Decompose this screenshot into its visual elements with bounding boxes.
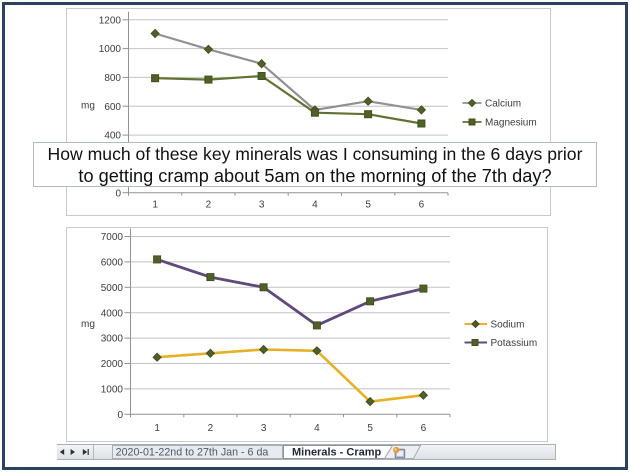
svg-text:0: 0 — [117, 410, 123, 421]
svg-text:0: 0 — [115, 188, 121, 199]
svg-text:5000: 5000 — [101, 283, 124, 294]
svg-text:3000: 3000 — [101, 334, 124, 345]
svg-text:2020-01-22nd to 27th Jan - 6 d: 2020-01-22nd to 27th Jan - 6 da — [116, 447, 269, 459]
svg-text:5: 5 — [365, 200, 371, 211]
svg-text:6: 6 — [419, 200, 425, 211]
svg-text:Sodium: Sodium — [491, 320, 525, 331]
svg-text:3: 3 — [259, 200, 265, 211]
svg-text:4000: 4000 — [101, 308, 124, 319]
svg-text:3: 3 — [261, 423, 267, 434]
svg-text:2: 2 — [208, 423, 214, 434]
svg-text:mg: mg — [81, 101, 95, 112]
svg-text:400: 400 — [104, 131, 121, 142]
svg-text:1: 1 — [152, 200, 158, 211]
svg-text:4: 4 — [312, 200, 318, 211]
svg-text:Magnesium: Magnesium — [485, 118, 537, 129]
svg-text:mg: mg — [81, 319, 95, 330]
svg-text:Potassium: Potassium — [491, 338, 538, 349]
svg-text:800: 800 — [104, 73, 121, 84]
svg-text:2: 2 — [206, 200, 212, 211]
svg-text:6: 6 — [421, 423, 427, 434]
svg-text:6000: 6000 — [101, 258, 124, 269]
svg-text:5: 5 — [367, 423, 373, 434]
svg-text:Calcium: Calcium — [485, 99, 521, 110]
svg-text:1200: 1200 — [99, 15, 122, 26]
svg-text:1: 1 — [154, 423, 160, 434]
svg-text:1000: 1000 — [99, 44, 122, 55]
svg-text:Minerals - Cramp: Minerals - Cramp — [292, 447, 382, 459]
svg-text:4: 4 — [314, 423, 320, 434]
svg-text:1000: 1000 — [101, 385, 124, 396]
svg-text:600: 600 — [104, 102, 121, 113]
svg-text:2000: 2000 — [101, 359, 124, 370]
svg-text:7000: 7000 — [101, 232, 124, 243]
